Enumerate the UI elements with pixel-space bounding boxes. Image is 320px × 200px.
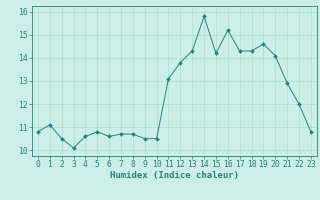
- X-axis label: Humidex (Indice chaleur): Humidex (Indice chaleur): [110, 171, 239, 180]
